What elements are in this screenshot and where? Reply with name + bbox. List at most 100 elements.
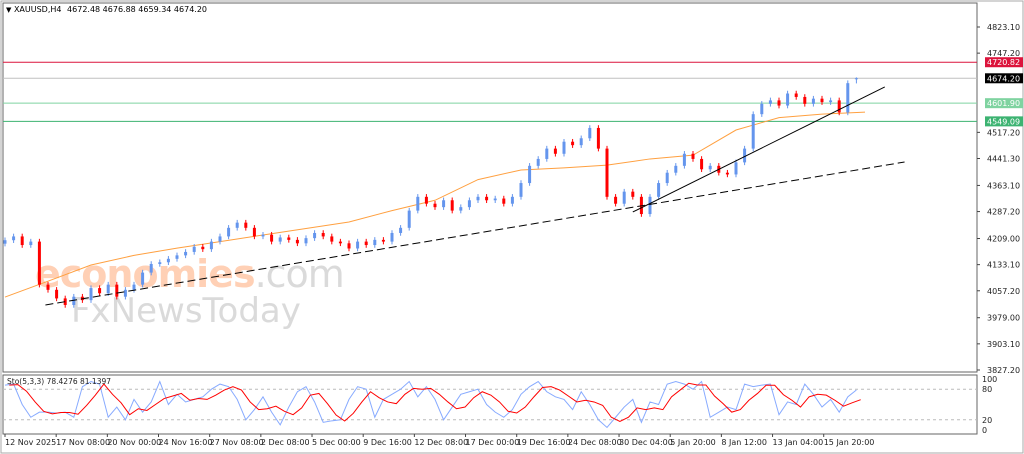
y-tick-label: 4209.00 (987, 234, 1020, 243)
candle (313, 230, 317, 241)
candle-body (605, 148, 609, 197)
candle (227, 225, 231, 240)
candle (166, 256, 170, 266)
candle (364, 238, 368, 248)
ohlc-readout: 4672.48 4676.88 4659.34 4674.20 (67, 5, 208, 14)
price-level-label: 4549.09 (987, 117, 1020, 126)
candle-body (158, 262, 162, 264)
y-tick-label: 4057.20 (987, 287, 1020, 296)
candle-body (115, 284, 119, 297)
candle (760, 101, 764, 117)
candle-body (777, 100, 781, 106)
symbol-label: XAUUSD,H4 (13, 5, 62, 14)
candle-body (244, 222, 248, 228)
x-tick-label: 20 Nov 00:00 (107, 438, 161, 447)
candle (244, 219, 248, 231)
y-tick-label: 4363.10 (987, 181, 1020, 190)
candle-body (571, 141, 575, 146)
candle (674, 163, 678, 176)
candle (106, 281, 110, 297)
candle (476, 194, 480, 204)
x-tick-label: 24 Nov 16:00 (159, 438, 213, 447)
candle-body (493, 198, 497, 201)
candle (424, 194, 428, 207)
candle-body (614, 196, 618, 204)
candle-body (708, 165, 712, 170)
candle (734, 159, 738, 178)
candle (545, 145, 549, 162)
candle-body (321, 232, 325, 237)
y-tick-label: 4823.10 (987, 23, 1020, 32)
candle-body (433, 203, 437, 208)
solid-trendline (632, 86, 886, 213)
main-plot-frame (2, 2, 978, 373)
stochastic-k-line (4, 380, 857, 429)
candle-body (399, 227, 403, 233)
candle (338, 238, 342, 247)
candle-body (373, 239, 377, 246)
candle (3, 237, 7, 247)
candle-body (37, 241, 41, 285)
candle-body (98, 288, 102, 294)
candle-body (682, 153, 686, 166)
stochastic-level-label: 100 (982, 375, 997, 384)
candle (433, 200, 437, 210)
x-tick-label: 5 Jan 20:00 (670, 438, 716, 447)
chart-title: ▼ XAUUSD,H4 4672.48 4676.88 4659.34 4674… (6, 5, 207, 14)
triangle-down-icon[interactable]: ▼ (6, 6, 12, 14)
candle (218, 233, 222, 245)
candle-body (424, 196, 428, 204)
candle-body (562, 141, 566, 154)
price-level-badge (985, 116, 1023, 127)
candle-body (450, 200, 454, 211)
candle-body (596, 127, 600, 149)
x-tick-label: 13 Jan 04:00 (773, 438, 824, 447)
candle-body (760, 103, 764, 115)
y-tick-label: 3903.10 (987, 340, 1020, 349)
x-tick-label: 8 Jan 12:00 (721, 438, 767, 447)
candle (192, 244, 196, 255)
candle (356, 238, 360, 252)
candle (682, 151, 686, 169)
candle (829, 97, 833, 105)
y-tick-label: 4133.10 (987, 261, 1020, 270)
candle-body (442, 200, 446, 208)
candle (407, 207, 411, 231)
candle-body (201, 246, 205, 250)
candle-body (700, 158, 704, 170)
candle (579, 135, 583, 148)
candle-body (467, 200, 471, 208)
candle (820, 95, 824, 105)
candle (20, 233, 24, 248)
candle (209, 238, 213, 252)
candle-body (485, 196, 489, 201)
candle-body (743, 148, 747, 163)
candle (63, 295, 67, 308)
candle-body (854, 78, 858, 80)
candle-body (330, 236, 334, 242)
candle-body (175, 255, 179, 259)
candle-body (579, 138, 583, 146)
candle (252, 225, 256, 240)
candle (631, 188, 635, 200)
candle-body (338, 241, 342, 244)
candle-body (20, 236, 24, 246)
candle-body (734, 162, 738, 175)
candle-body (106, 284, 110, 294)
candle (123, 287, 127, 300)
price-level-badge (985, 57, 1023, 68)
candle (553, 145, 557, 157)
y-tick-label: 3979.00 (987, 314, 1020, 323)
candle-body (837, 100, 841, 113)
candle-body (29, 241, 33, 246)
candle (115, 281, 119, 300)
candle-body (89, 288, 93, 301)
price-level-label: 4720.82 (987, 58, 1020, 67)
candle-body (631, 191, 635, 197)
y-tick-label: 3827.20 (987, 366, 1020, 375)
candle (347, 240, 351, 252)
candle (803, 94, 807, 107)
candle-body (261, 234, 265, 237)
candle (493, 195, 497, 204)
